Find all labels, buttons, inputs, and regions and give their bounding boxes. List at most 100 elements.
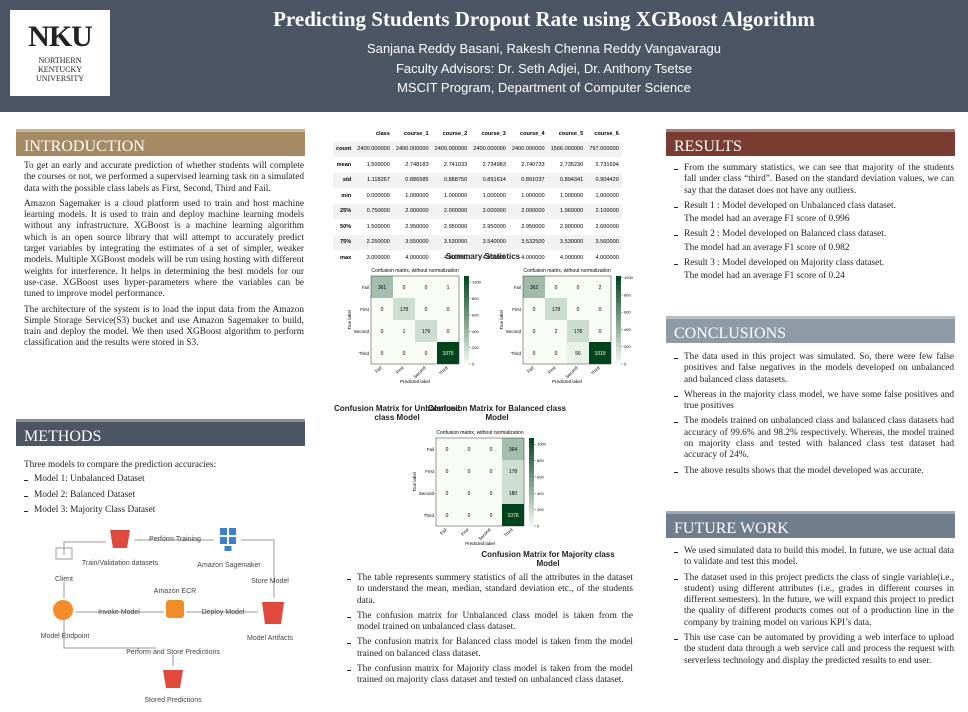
colorbar-label: 600 xyxy=(537,474,544,479)
table-cell: 2.250000 xyxy=(366,239,390,246)
cell-value: 180 xyxy=(509,491,518,497)
colorbar-step xyxy=(529,468,534,474)
diagram-label: Amazon ECR xyxy=(154,588,196,595)
matrix-cell xyxy=(371,276,393,298)
section-heading: CONCLUSIONS xyxy=(666,316,955,343)
matrix-cell xyxy=(437,320,459,342)
list-item: From the summary statistics, we can see … xyxy=(674,163,954,197)
matrix-cell xyxy=(393,276,415,298)
list-item: Result 2 : Model developed on Balanced c… xyxy=(674,229,954,240)
diagram-label: Deploy Model xyxy=(202,609,245,616)
y-class-label: Third xyxy=(359,351,370,356)
colorbar-step xyxy=(464,333,469,338)
colorbar-step xyxy=(616,324,621,330)
row-header: 50% xyxy=(340,223,352,230)
section-heading: FUTURE WORK xyxy=(666,511,955,538)
colorbar-label: 800 xyxy=(624,292,631,297)
colorbar-step xyxy=(529,438,534,443)
cell-value: 0 xyxy=(403,351,406,357)
matrix-cell xyxy=(393,342,415,364)
table-cell: 2.900000 xyxy=(559,223,584,230)
colorbar-label: 1000 xyxy=(624,275,634,280)
table-cell: 2.950000 xyxy=(443,223,468,230)
cell-value: 0 xyxy=(533,329,536,335)
table-row: mean 1.500000 2.748183 2.741033 2.734983 2.74… xyxy=(333,157,622,173)
cell-value: 361 xyxy=(378,285,387,291)
list-item: The data used in this project was simula… xyxy=(674,352,954,386)
introduction-text: To get an early and accurate prediction … xyxy=(24,161,304,354)
cell-value: 0 xyxy=(468,491,471,497)
matrix-cell xyxy=(523,320,545,342)
table-cell: 1.000000 xyxy=(405,192,429,199)
colorbar-label: 1000 xyxy=(537,442,547,447)
matrix-cell xyxy=(523,276,545,298)
list-item: The above results shows that the model d… xyxy=(674,466,954,477)
diagram-label: Perform and Store Predictions xyxy=(126,649,220,656)
cell-value: 56 xyxy=(575,351,581,357)
colorbar-step xyxy=(464,324,469,330)
matrix-cell xyxy=(589,342,611,364)
middle-list: The table represents summery statistics … xyxy=(347,573,633,687)
matrix-cell xyxy=(502,504,524,526)
ecr-icon xyxy=(166,600,184,618)
cell-value: 178 xyxy=(400,307,409,313)
cell-value: 0 xyxy=(446,447,449,453)
conclusions-list: The data used in this project was simula… xyxy=(674,352,954,477)
table-cell: 4.000000 xyxy=(405,254,429,261)
colorbar-step xyxy=(464,311,469,316)
diagram-label: Stored Predictions xyxy=(144,697,202,704)
cell-value: 1 xyxy=(403,329,406,335)
sagemaker-icon xyxy=(220,528,236,551)
cell-value: 178 xyxy=(509,469,518,475)
colorbar-step xyxy=(529,455,534,461)
colorbar-step xyxy=(616,280,621,286)
diagram-label: Amazon Sagemaker xyxy=(197,562,261,569)
matrix-cell xyxy=(393,320,415,342)
cell-value: 0 xyxy=(425,285,428,291)
table-cell: 4.000000 xyxy=(443,254,468,261)
colorbar-step xyxy=(464,284,469,290)
results-text: From the summary statistics, we can see … xyxy=(674,163,954,287)
matrix-cell xyxy=(458,482,480,504)
diagram-label: Invoke Model xyxy=(98,609,140,616)
cell-value: 0 xyxy=(447,307,450,313)
header xyxy=(0,0,968,112)
logo: NKU NORTHERN KENTUCKY UNIVERSITY xyxy=(10,10,110,96)
list-item: The dataset used in this project predict… xyxy=(674,573,954,629)
table-cell: 0.886585 xyxy=(405,177,429,184)
future-list: We used simulated data to build this mod… xyxy=(674,546,954,667)
cell-value: 1 xyxy=(447,285,450,291)
table-cell: 0.891614 xyxy=(482,177,506,184)
matrix-title: Confusion matrix, without normalization xyxy=(436,430,523,436)
colorbar-label: 400 xyxy=(624,327,631,332)
y-class-label: Fail xyxy=(427,447,434,452)
list-item: This use case can be automated by provid… xyxy=(674,633,954,667)
row-header: min xyxy=(341,192,352,199)
list-item: Result 1 : Model developed on Unbalanced… xyxy=(674,201,954,212)
cell-value: 0 xyxy=(599,307,602,313)
bucket-icon xyxy=(110,530,130,548)
cell-value: 0 xyxy=(425,307,428,313)
y-class-label: First xyxy=(425,469,434,474)
colorbar-step xyxy=(529,464,534,470)
matrix-cell xyxy=(393,298,415,320)
colorbar-label: 200 xyxy=(472,345,479,350)
colorbar-step xyxy=(464,289,469,294)
list-item: The confusion matrix for Majority class … xyxy=(347,664,633,687)
table-cell: 4.000000 xyxy=(521,254,545,261)
colorbar-step xyxy=(616,311,621,316)
cell-value: 0 xyxy=(381,351,384,357)
table-cell: 3.530000 xyxy=(443,239,468,246)
confusion-matrix: Confusion matrix, without normalization 0… xyxy=(412,430,547,546)
table-cell: 2.741033 xyxy=(443,161,468,168)
x-class-label: Second xyxy=(477,527,492,542)
table-cell: 2.950000 xyxy=(521,223,545,230)
x-axis-label: Predicted label xyxy=(465,541,495,546)
table-body: count 2400.000000 2400.000000 2400.000000 24… xyxy=(333,141,622,266)
list-item: The confusion matrix for Balanced class … xyxy=(347,637,633,660)
matrix-cell xyxy=(415,320,437,342)
endpoint-icon xyxy=(53,600,73,620)
arrow xyxy=(241,539,275,598)
table-cell: 2.740733 xyxy=(521,161,545,168)
table-cell: 3.550000 xyxy=(405,239,429,246)
